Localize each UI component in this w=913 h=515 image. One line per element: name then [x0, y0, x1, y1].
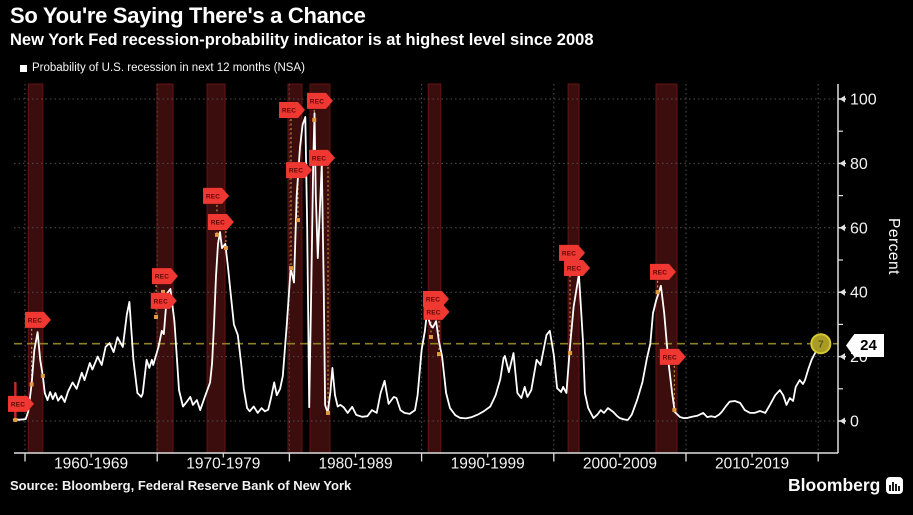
y-tick-arrow-icon	[839, 417, 845, 425]
rec-flag	[8, 395, 35, 412]
recession-point-marker	[223, 246, 228, 251]
rec-flag	[649, 263, 676, 280]
rec-flag	[306, 92, 333, 109]
rec-flag	[286, 162, 313, 179]
rec-flag	[423, 303, 450, 320]
rec-flag-label: REC	[206, 193, 220, 200]
y-tick-arrow-icon	[839, 159, 845, 167]
y-tick-arrow-icon	[839, 95, 845, 103]
x-tick-label: 2000-2009	[583, 456, 657, 473]
recession-point-marker	[214, 232, 219, 237]
rec-flag-label: REC	[282, 107, 296, 114]
page-title: So You're Saying There's a Chance	[10, 3, 366, 28]
rec-flag-label: REC	[28, 317, 42, 324]
y-axis-title: Percent	[885, 218, 902, 275]
recession-point-marker	[29, 382, 34, 387]
recession-point-marker	[13, 418, 18, 423]
rec-flag	[659, 348, 686, 365]
rec-flag	[151, 268, 178, 285]
y-tick-label: 80	[850, 156, 868, 173]
rec-flag-label: REC	[289, 168, 303, 175]
current-point-marker[interactable]	[810, 333, 832, 355]
bloomberg-wordmark: Bloomberg	[788, 475, 881, 495]
rec-flag	[207, 214, 234, 231]
rec-flag-label: REC	[653, 269, 667, 276]
probability-line	[12, 112, 822, 421]
rec-flag	[279, 101, 306, 118]
rec-flag-label: REC	[154, 298, 168, 305]
bloomberg-logo: Bloomberg	[788, 475, 904, 496]
y-tick-label: 100	[850, 92, 877, 109]
recession-point-marker	[312, 117, 317, 122]
y-tick-label: 60	[850, 220, 868, 237]
x-tick-label: 1990-1999	[451, 456, 525, 473]
rec-flag-label: REC	[310, 98, 324, 105]
recession-point-marker	[655, 290, 660, 295]
x-tick-label: 1960-1969	[54, 456, 128, 473]
recession-point-marker	[288, 266, 293, 271]
rec-flag	[423, 290, 450, 307]
y-tick-arrow-icon	[839, 288, 845, 296]
recession-point-marker	[295, 218, 300, 223]
y-tick-arrow-icon	[839, 353, 845, 361]
source-note: Source: Bloomberg, Federal Reserve Bank …	[10, 478, 352, 493]
recession-point-marker	[568, 351, 573, 356]
y-tick-label: 0	[850, 414, 859, 431]
rec-flag	[203, 187, 230, 204]
recession-band	[427, 83, 442, 454]
rec-flag-label: REC	[663, 354, 677, 361]
x-tick-label: 1980-1989	[318, 456, 392, 473]
bar-chart-icon	[886, 477, 904, 494]
current-value-badge: 24	[846, 334, 884, 357]
current-point-label: 7	[818, 340, 824, 351]
rec-flag	[24, 311, 51, 328]
rec-flag	[559, 244, 586, 261]
rec-flag-label: REC	[426, 296, 440, 303]
rec-flag-label: REC	[211, 220, 225, 227]
chart-subtitle: New York Fed recession-probability indic…	[10, 31, 594, 49]
y-tick-label: 40	[850, 285, 868, 302]
y-tick-arrow-icon	[839, 224, 845, 232]
x-tick-label: 1970-1979	[186, 456, 260, 473]
rec-flag-label: REC	[312, 155, 326, 162]
recession-point-marker	[161, 289, 166, 294]
rec-flag	[150, 292, 177, 309]
legend-label: Probability of U.S. recession in next 12…	[32, 62, 305, 74]
rec-flag	[309, 149, 336, 166]
rec-flag-label: REC	[11, 401, 25, 408]
recession-point-marker	[40, 373, 45, 378]
recession-point-marker	[154, 314, 159, 319]
rec-flag-label: REC	[426, 309, 440, 316]
legend-swatch-icon	[20, 64, 27, 72]
rec-flag	[564, 260, 591, 277]
rec-flag-label: REC	[155, 274, 169, 281]
rec-flag-label: REC	[562, 250, 576, 257]
recession-point-marker	[326, 410, 331, 415]
rec-flag-label: REC	[567, 266, 581, 273]
x-tick-label: 2010-2019	[715, 456, 789, 473]
recession-point-marker	[437, 352, 442, 357]
recession-point-marker	[428, 334, 433, 339]
recession-point-marker	[672, 408, 677, 413]
legend: Probability of U.S. recession in next 12…	[20, 62, 305, 74]
